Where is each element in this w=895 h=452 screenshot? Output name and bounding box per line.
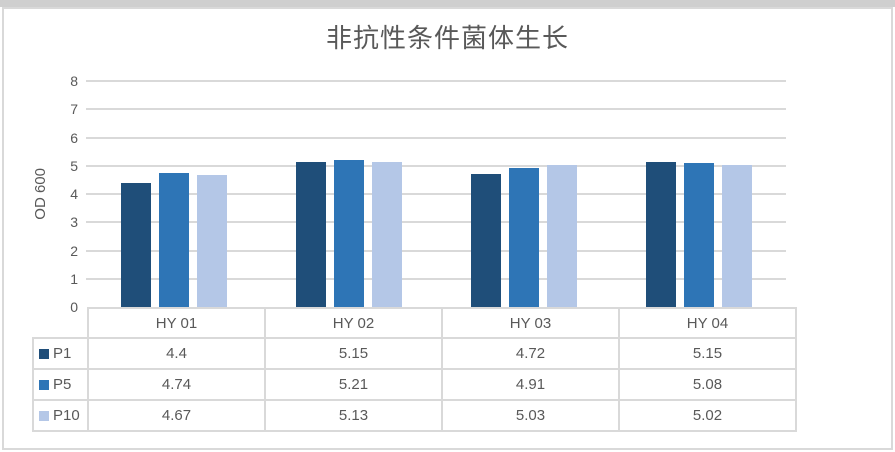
value-cell-P1-HY02: 5.15 xyxy=(264,337,443,370)
value-cell-P5-HY04: 5.08 xyxy=(618,368,797,401)
value-cell-P10-HY03: 5.03 xyxy=(441,399,620,432)
gridline-y8 xyxy=(86,80,786,82)
gridline-y3 xyxy=(86,221,786,224)
y-tick-label-2: 2 xyxy=(70,242,78,259)
table-header-cell: HY 01 xyxy=(87,307,266,339)
table-row-P5: P5 4.74 5.21 4.91 5.08 xyxy=(32,368,797,401)
bar-P1-HY04 xyxy=(645,161,676,307)
legend-label: P10 xyxy=(53,407,80,424)
chart-title: 非抗性条件菌体生长 xyxy=(325,23,569,53)
legend-cell-P1: P1 xyxy=(32,337,89,370)
legend-label: P5 xyxy=(53,376,72,393)
y-tick-label-7: 7 xyxy=(70,101,78,118)
value-cell-P10-HY01: 4.67 xyxy=(87,399,266,432)
gridline-y2 xyxy=(86,249,786,252)
gridline-y6 xyxy=(86,136,786,139)
legend-swatch-P10 xyxy=(39,410,49,421)
plot-area xyxy=(86,80,786,307)
bar-P10-HY04 xyxy=(721,165,752,307)
gridline-y7 xyxy=(86,108,786,111)
y-tick-label-3: 3 xyxy=(70,214,78,231)
table-header-row: HY 01 HY 02 HY 03 HY 04 xyxy=(33,307,797,339)
table-row-P10: P10 4.67 5.13 5.03 5.02 xyxy=(32,399,797,432)
y-tick-label-1: 1 xyxy=(70,270,78,287)
data-table: HY 01 HY 02 HY 03 HY 04 P1 4.4 5.15 4.72 5.15 P5 4… xyxy=(32,307,797,432)
table-corner-cell xyxy=(33,308,88,338)
bar-P10-HY02 xyxy=(371,162,402,307)
legend-label: P1 xyxy=(53,345,72,362)
legend-swatch-P1 xyxy=(39,348,49,359)
gridline-y1 xyxy=(86,277,786,280)
value-cell-P1-HY04: 5.15 xyxy=(618,337,797,370)
y-tick-label-4: 4 xyxy=(70,186,78,202)
value-cell-P1-HY03: 4.72 xyxy=(441,337,620,370)
bar-P10-HY01 xyxy=(196,175,227,307)
bar-P5-HY02 xyxy=(333,159,364,307)
sheet-background-strip xyxy=(0,0,895,7)
legend-cell-P5: P5 xyxy=(32,368,89,401)
value-cell-P10-HY04: 5.02 xyxy=(618,399,797,432)
legend-cell-P10: P10 xyxy=(32,399,89,432)
y-tick-label-0: 0 xyxy=(70,299,78,315)
table-row-P1: P1 4.4 5.15 4.72 5.15 xyxy=(32,337,797,370)
bar-P1-HY01 xyxy=(120,182,151,307)
value-cell-P1-HY01: 4.4 xyxy=(87,337,266,370)
y-tick-label-5: 5 xyxy=(70,157,78,174)
bar-P5-HY04 xyxy=(683,163,714,307)
value-cell-P5-HY01: 4.74 xyxy=(87,368,266,401)
table-header-cell: HY 02 xyxy=(264,307,443,339)
y-tick-label-6: 6 xyxy=(70,129,78,146)
gridline-y4 xyxy=(86,193,786,195)
y-tick-label-8: 8 xyxy=(70,73,78,89)
bar-P1-HY02 xyxy=(295,161,326,307)
legend-swatch-P5 xyxy=(39,379,49,390)
bar-P1-HY03 xyxy=(470,173,501,307)
value-cell-P10-HY02: 5.13 xyxy=(264,399,443,432)
value-cell-P5-HY02: 5.21 xyxy=(264,368,443,401)
bar-P5-HY03 xyxy=(508,168,539,307)
gridline-y5 xyxy=(86,164,786,167)
y-axis-title: OD 600 xyxy=(30,81,50,307)
table-header-cell: HY 03 xyxy=(441,307,620,339)
bar-P10-HY03 xyxy=(546,164,577,307)
bar-P5-HY01 xyxy=(158,173,189,307)
y-axis-title-text: OD 600 xyxy=(31,168,49,220)
table-header-cell: HY 04 xyxy=(618,307,797,339)
value-cell-P5-HY03: 4.91 xyxy=(441,368,620,401)
